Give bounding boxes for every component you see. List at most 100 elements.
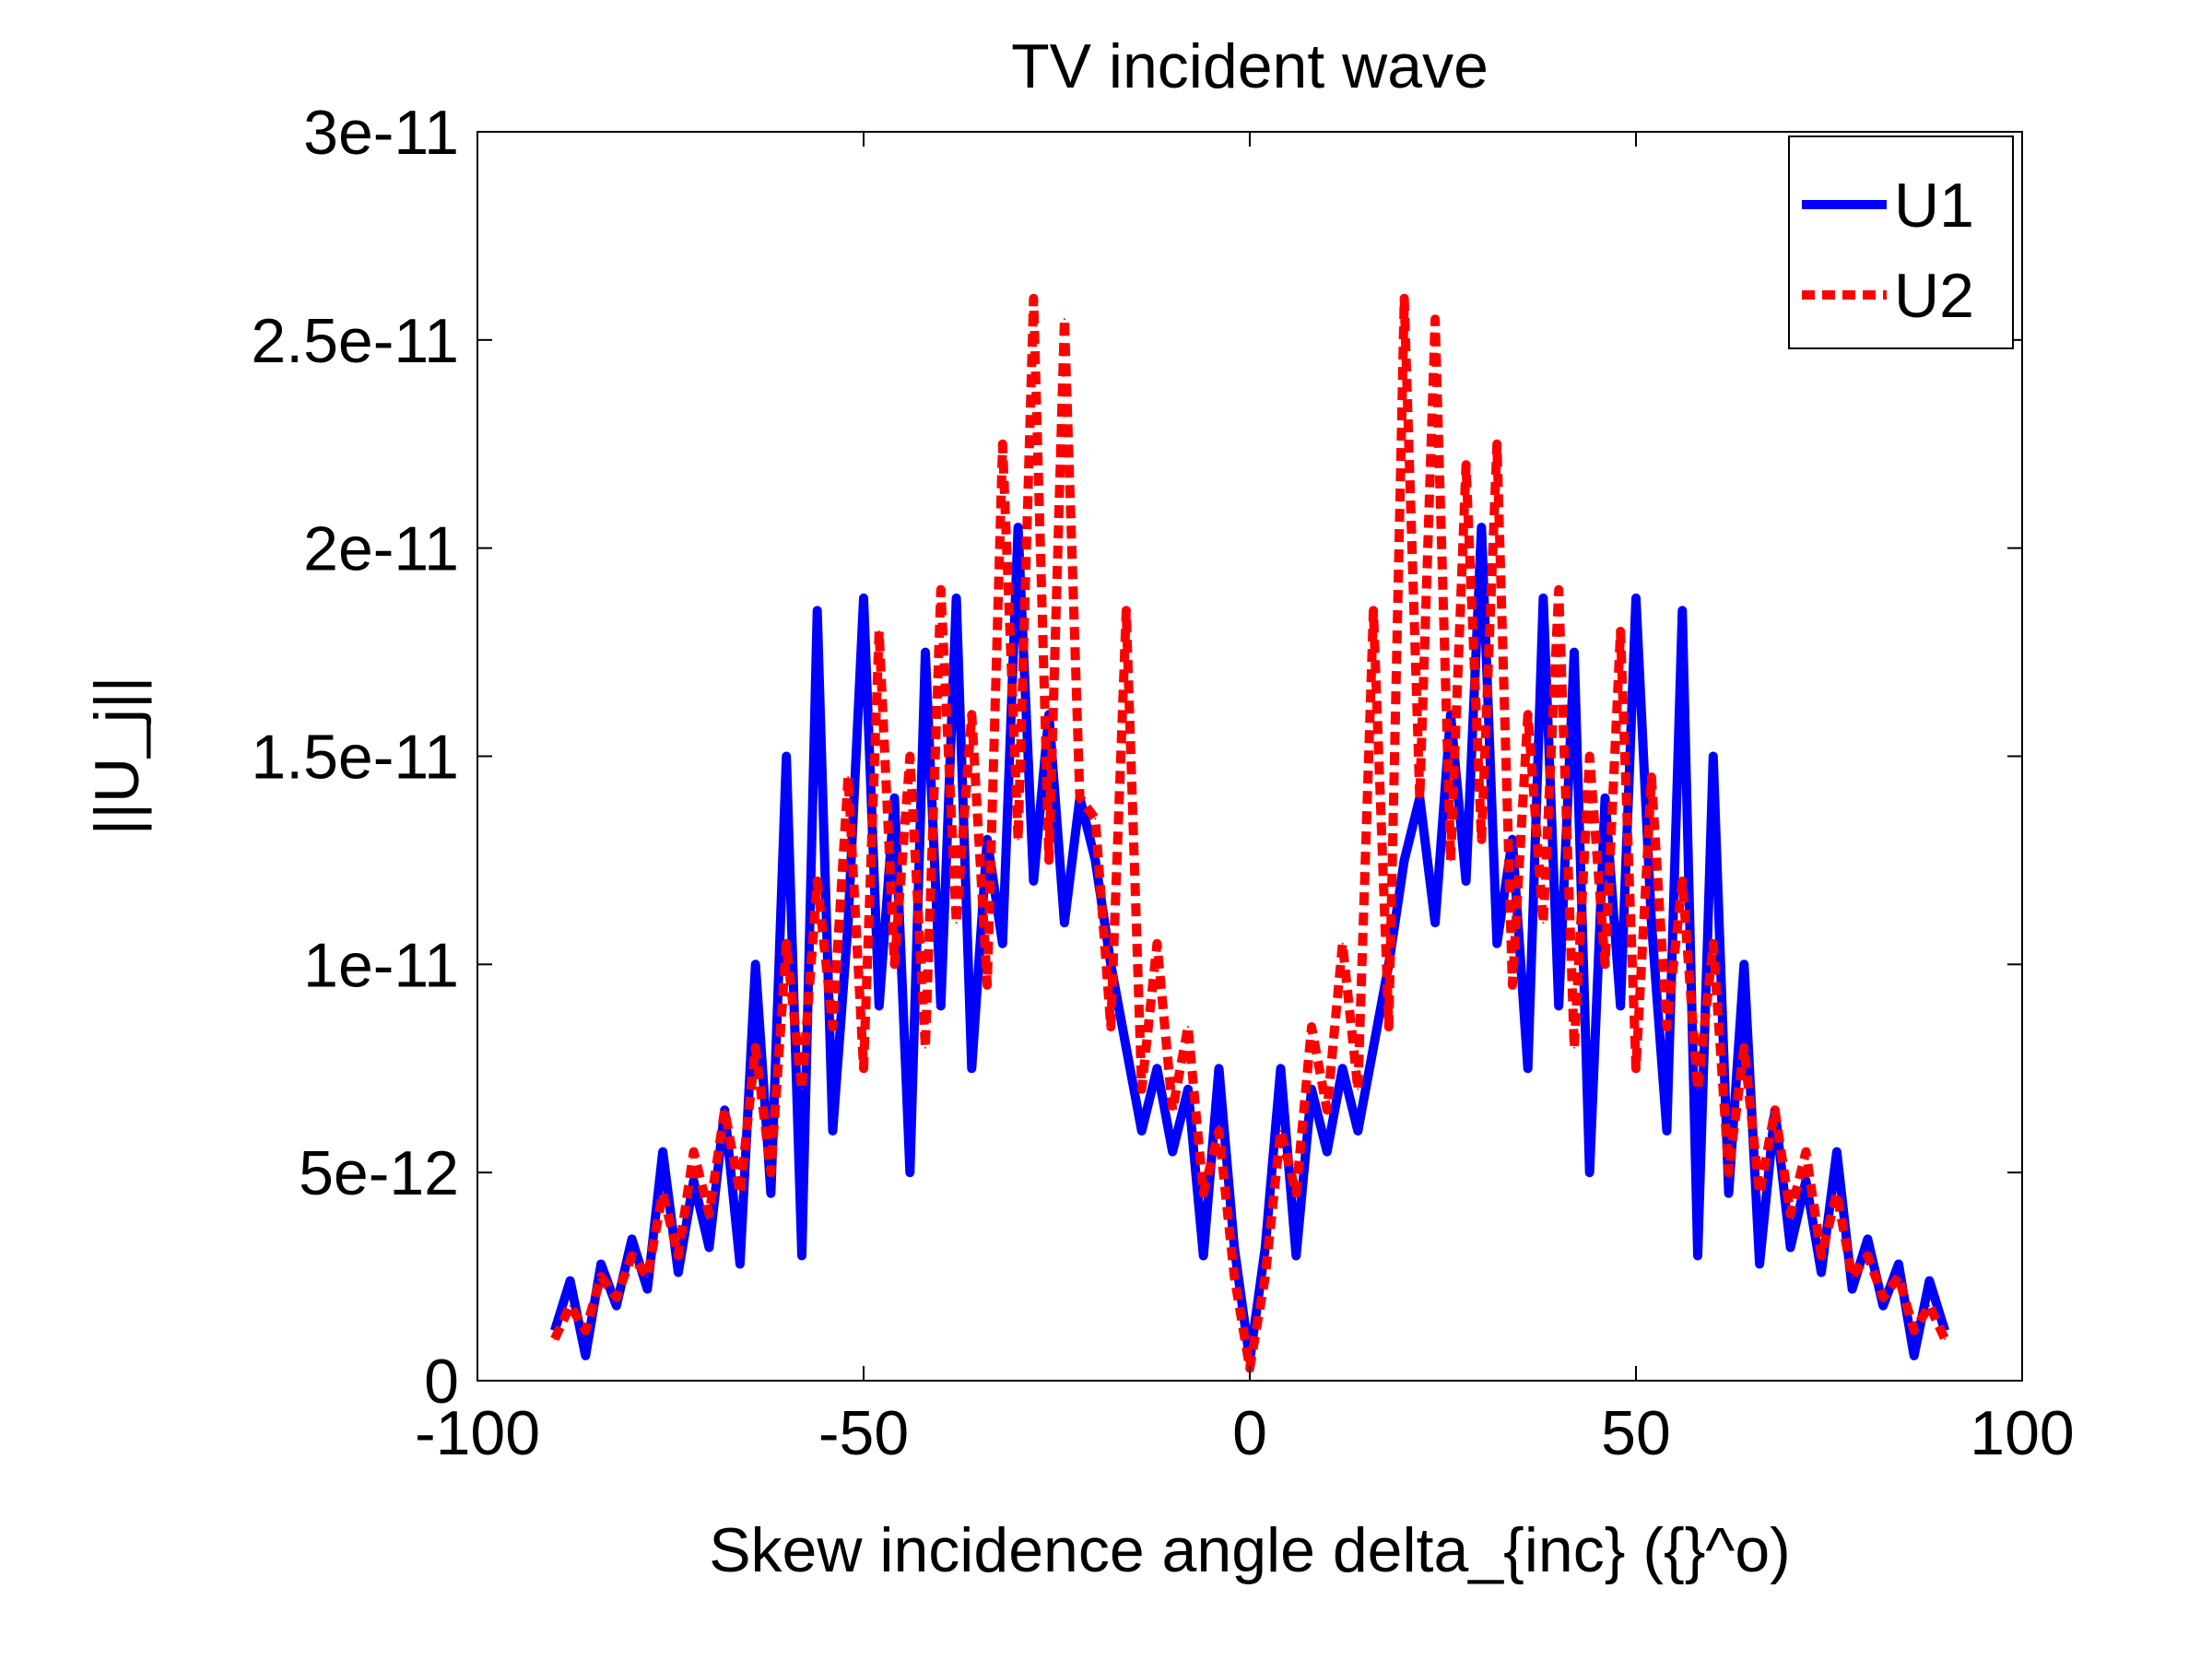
x-axis-label: Skew incidence angle delta_{inc} ({}^o) (709, 1515, 1791, 1585)
data-point (1357, 1088, 1359, 1090)
data-point (630, 1238, 633, 1241)
data-point (939, 588, 942, 591)
data-point (1573, 651, 1575, 653)
data-point (646, 1276, 649, 1278)
chart-title: TV incident wave (1011, 31, 1488, 101)
data-point (615, 1296, 618, 1299)
data-point (1773, 1109, 1776, 1112)
data-point (584, 1354, 587, 1357)
data-point (1805, 1180, 1807, 1183)
data-point (1789, 1246, 1792, 1249)
data-point (1311, 1026, 1312, 1029)
data-point (1712, 942, 1714, 945)
data-point (1449, 859, 1452, 862)
data-point (1665, 1130, 1668, 1132)
data-point (1604, 796, 1606, 799)
data-point (1496, 942, 1499, 945)
x-tick-label: -50 (818, 1398, 909, 1468)
data-point (569, 1279, 571, 1282)
data-point (1759, 1263, 1761, 1265)
data-point (1434, 922, 1437, 924)
data-point (1078, 796, 1081, 799)
data-point (1048, 859, 1051, 862)
data-point (1357, 1130, 1359, 1132)
y-tick-label: 2e-11 (303, 514, 459, 584)
data-point (847, 776, 850, 779)
data-point (662, 1150, 665, 1153)
data-point (1187, 1026, 1189, 1029)
data-point (770, 1192, 772, 1194)
data-point (1156, 942, 1159, 945)
ticks-layer: -100 -50 0 50 100 0 5e-12 1e-11 1.5e-11 2e-11 2.5e… (251, 98, 2074, 1468)
x-tick-label: 100 (1970, 1398, 2074, 1468)
data-point (1897, 1263, 1900, 1265)
legend-label-u2: U2 (1894, 261, 1974, 331)
data-point (1928, 1304, 1931, 1307)
data-point (1866, 1238, 1869, 1241)
data-point (1295, 1192, 1298, 1194)
data-point (877, 1005, 880, 1007)
data-point (971, 713, 973, 716)
data-point (1743, 963, 1746, 966)
y-tick-label: 3e-11 (303, 98, 459, 168)
data-point (801, 1088, 803, 1090)
data-point (955, 596, 958, 599)
y-tick-label: 1.5e-11 (251, 723, 459, 793)
data-point (553, 1337, 556, 1340)
data-point (1511, 983, 1513, 986)
data-point (1588, 755, 1591, 758)
data-point (1171, 1150, 1174, 1153)
legend: U1 U2 (1788, 135, 2014, 349)
data-point (831, 1130, 834, 1132)
data-point (1233, 1276, 1236, 1278)
data-point (1820, 1271, 1823, 1274)
data-point (600, 1276, 603, 1278)
data-point (692, 1180, 695, 1183)
data-point (1727, 1171, 1730, 1174)
data-point (785, 755, 788, 758)
data-point (1619, 630, 1622, 632)
data-point (1526, 713, 1529, 716)
data-point (1032, 880, 1035, 882)
data-point (600, 1263, 603, 1265)
data-point (1449, 713, 1452, 716)
data-point (1912, 1329, 1915, 1332)
data-point (939, 1005, 942, 1007)
data-point (1759, 1192, 1761, 1194)
y-tick-label: 1e-11 (303, 930, 459, 1000)
data-point (1820, 1254, 1823, 1257)
data-point (986, 838, 989, 841)
data-point (1341, 1067, 1344, 1070)
data-point (1851, 1288, 1853, 1290)
data-point (971, 1067, 973, 1070)
data-point (1218, 1067, 1220, 1070)
data-point (1635, 596, 1637, 599)
data-point (1635, 1067, 1637, 1070)
data-point (1712, 755, 1714, 758)
data-point (1882, 1304, 1885, 1307)
data-point (877, 630, 880, 632)
data-point (1325, 1150, 1328, 1153)
data-point (770, 1171, 772, 1174)
series-points-u2 (553, 297, 1947, 1370)
data-point (708, 1246, 711, 1249)
data-point (1094, 859, 1097, 862)
data-point (1218, 1130, 1220, 1132)
data-point (1465, 880, 1467, 882)
data-point (1681, 609, 1684, 612)
y-axis-label: ||U_j|| (82, 677, 152, 836)
data-point (1835, 1150, 1838, 1153)
data-point (1403, 859, 1406, 862)
data-point (1465, 464, 1467, 466)
data-point (1944, 1337, 1947, 1340)
data-point (1542, 596, 1545, 599)
data-point (1001, 942, 1004, 945)
data-point (1279, 1067, 1282, 1070)
data-point (1743, 1046, 1746, 1049)
data-point (1372, 1046, 1375, 1049)
data-point (1264, 1276, 1266, 1278)
data-point (1697, 1254, 1699, 1257)
data-point (1542, 922, 1545, 924)
x-tick-label: -100 (415, 1398, 540, 1468)
